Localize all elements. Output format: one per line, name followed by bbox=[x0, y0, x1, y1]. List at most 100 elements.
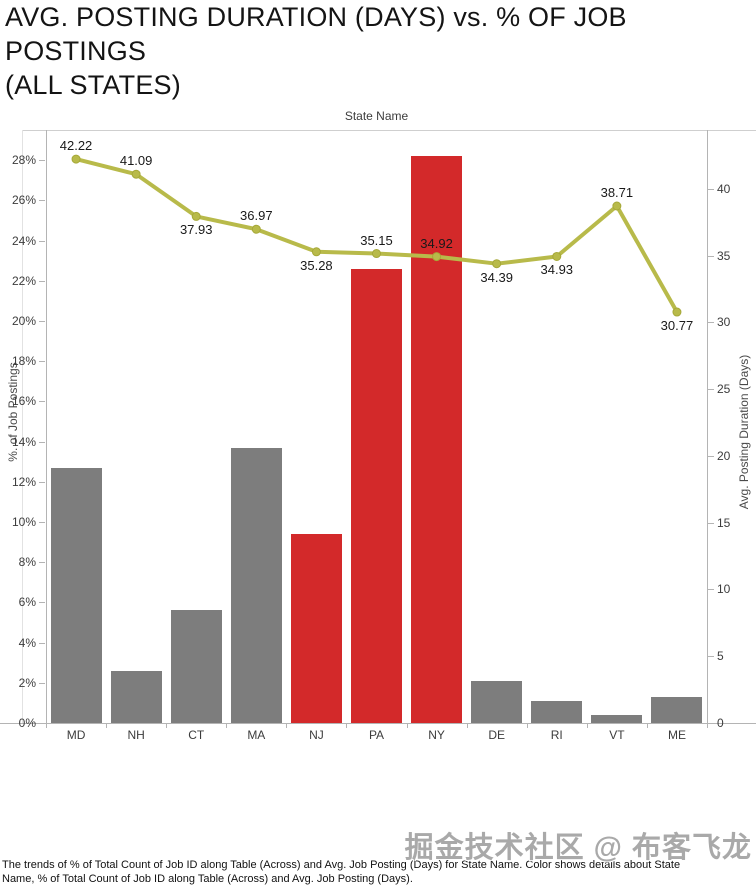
left-tick-label: 28% bbox=[11, 153, 36, 168]
left-tick-label: 10% bbox=[11, 514, 36, 529]
left-tick-mark bbox=[39, 280, 45, 282]
x-tick-label-nh: NH bbox=[127, 728, 145, 742]
left-tick-label: 22% bbox=[11, 273, 36, 288]
bar-md[interactable] bbox=[50, 467, 102, 723]
line-point-vt[interactable] bbox=[612, 201, 622, 211]
bar-nh[interactable] bbox=[110, 670, 162, 723]
x-axis-boundary-tick bbox=[46, 723, 47, 728]
line-point-ri[interactable] bbox=[552, 251, 562, 261]
right-tick-label: 10 bbox=[717, 582, 731, 597]
left-tick-label: 12% bbox=[11, 474, 36, 489]
plot-top-border bbox=[22, 130, 756, 131]
line-point-ma[interactable] bbox=[251, 224, 261, 234]
left-tick-mark bbox=[39, 682, 45, 684]
line-value-label-md: 42.22 bbox=[59, 138, 93, 154]
x-tick-label-ny: NY bbox=[428, 728, 445, 742]
line-point-me[interactable] bbox=[672, 307, 682, 317]
caption: The trends of % of Total Count of Job ID… bbox=[2, 859, 681, 885]
x-axis-boundary-tick bbox=[226, 723, 228, 728]
left-axis-line bbox=[46, 130, 47, 723]
bar-ri[interactable] bbox=[531, 700, 583, 723]
x-axis-boundary-tick bbox=[286, 723, 288, 728]
left-tick-mark bbox=[39, 401, 45, 403]
left-tick-label: 8% bbox=[18, 555, 36, 570]
x-tick-label-ma: MA bbox=[247, 728, 266, 742]
left-tick-label: 4% bbox=[18, 635, 36, 650]
x-tick-label-me: ME bbox=[667, 728, 686, 742]
x-tick-label-md: MD bbox=[66, 728, 86, 742]
line-value-label-ct: 37.93 bbox=[179, 222, 213, 238]
bar-nj[interactable] bbox=[290, 534, 342, 723]
chart-title: AVG. POSTING DURATION (DAYS) vs. % OF JO… bbox=[5, 2, 627, 100]
right-tick-mark bbox=[708, 255, 714, 257]
x-axis-boundary-tick bbox=[406, 723, 408, 728]
axis-block-left-border bbox=[22, 130, 23, 723]
x-tick-label-nj: NJ bbox=[309, 728, 324, 742]
right-tick-label: 25 bbox=[717, 382, 731, 397]
bar-vt[interactable] bbox=[591, 714, 643, 723]
right-tick-label: 35 bbox=[717, 248, 731, 263]
left-tick-mark bbox=[39, 240, 45, 242]
right-tick-label: 40 bbox=[717, 181, 731, 196]
line-point-pa[interactable] bbox=[372, 249, 381, 259]
left-tick-label: 26% bbox=[11, 193, 36, 208]
left-tick-mark bbox=[39, 481, 45, 483]
bar-de[interactable] bbox=[471, 680, 523, 723]
x-axis-boundary-tick bbox=[646, 723, 648, 728]
right-tick-mark bbox=[708, 389, 714, 391]
line-value-label-ma: 36.97 bbox=[240, 208, 273, 224]
right-tick-mark bbox=[708, 589, 714, 591]
watermark: 掘金技术社区 @ 布客飞龙 bbox=[404, 832, 752, 864]
line-point-de[interactable] bbox=[492, 259, 502, 269]
left-tick-mark bbox=[39, 320, 45, 322]
right-tick-mark bbox=[708, 322, 714, 324]
left-tick-label: 24% bbox=[11, 233, 36, 248]
bar-pa[interactable] bbox=[351, 268, 402, 723]
x-tick-label-ct: CT bbox=[188, 728, 205, 742]
line-point-nh[interactable] bbox=[131, 169, 141, 179]
x-axis-boundary-tick bbox=[466, 723, 468, 728]
line-value-label-nh: 41.09 bbox=[119, 153, 153, 169]
x-axis-boundary-tick bbox=[526, 723, 528, 728]
left-tick-mark bbox=[39, 160, 45, 162]
bar-ma[interactable] bbox=[230, 447, 282, 723]
left-tick-label: 16% bbox=[11, 394, 36, 409]
line-value-label-me: 30.77 bbox=[660, 318, 694, 334]
right-tick-label: 5 bbox=[717, 649, 724, 664]
left-tick-mark bbox=[39, 723, 45, 724]
left-tick-label: 6% bbox=[18, 595, 36, 610]
left-tick-label: 0% bbox=[18, 716, 36, 730]
column-axis-title: State Name bbox=[344, 109, 409, 123]
bar-ct[interactable] bbox=[170, 610, 222, 723]
right-tick-label: 15 bbox=[717, 515, 731, 530]
line-point-ct[interactable] bbox=[191, 211, 201, 221]
left-tick-label: 20% bbox=[11, 313, 36, 328]
line-value-label-ny: 34.92 bbox=[420, 235, 453, 251]
line-point-ny[interactable] bbox=[432, 252, 442, 262]
x-axis-boundary-tick bbox=[707, 723, 708, 728]
left-tick-mark bbox=[39, 602, 45, 604]
right-axis-line bbox=[707, 130, 708, 723]
bar-me[interactable] bbox=[651, 696, 703, 723]
x-tick-label-pa: PA bbox=[368, 728, 385, 742]
x-tick-label-de: DE bbox=[488, 728, 506, 742]
right-tick-mark bbox=[708, 656, 714, 658]
right-tick-label: 0 bbox=[717, 716, 724, 730]
right-tick-label: 20 bbox=[717, 448, 731, 463]
right-tick-label: 30 bbox=[717, 315, 731, 330]
x-axis-boundary-tick bbox=[166, 723, 168, 728]
left-tick-mark bbox=[39, 441, 45, 443]
right-tick-mark bbox=[708, 723, 714, 724]
left-tick-mark bbox=[39, 562, 45, 564]
x-axis-boundary-tick bbox=[346, 723, 348, 728]
x-axis-boundary-tick bbox=[586, 723, 588, 728]
x-axis-line bbox=[0, 723, 756, 724]
x-tick-label-ri: RI bbox=[550, 728, 563, 742]
line-point-md[interactable] bbox=[71, 154, 81, 164]
right-tick-mark bbox=[708, 522, 714, 524]
left-tick-label: 14% bbox=[11, 434, 36, 449]
line-value-label-ri: 34.93 bbox=[540, 262, 574, 278]
line-point-nj[interactable] bbox=[311, 247, 321, 257]
